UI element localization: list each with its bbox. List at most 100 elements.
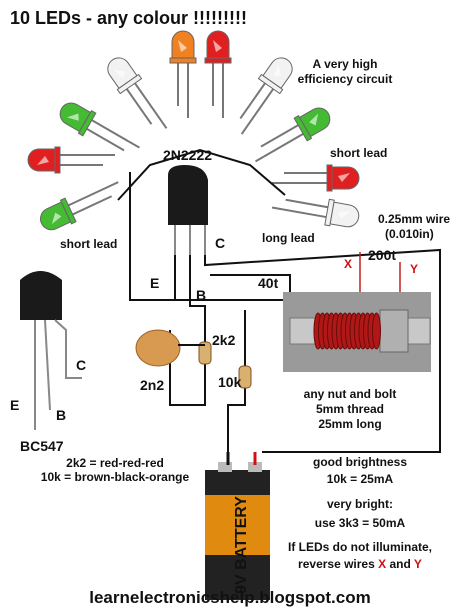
- pin-label: C: [215, 235, 225, 251]
- led-chip: [309, 113, 319, 126]
- led-chip: [51, 212, 62, 225]
- subtitle: efficiency circuit: [298, 72, 393, 86]
- led-flange: [169, 57, 197, 64]
- capacitor: [135, 329, 181, 367]
- battery-terminal: [218, 462, 232, 472]
- led-flange: [257, 73, 284, 95]
- transistor-label: BC547: [20, 438, 64, 454]
- led: [272, 164, 360, 192]
- component-label: 2n2: [140, 377, 164, 393]
- note: very bright:: [327, 497, 393, 511]
- battery-label: 9V BATTERY: [233, 496, 250, 594]
- wire-spec: (0.010in): [385, 227, 434, 241]
- led: [27, 146, 115, 174]
- bolt-note: any nut and bolt: [304, 387, 397, 401]
- wire-y: Y: [414, 557, 422, 571]
- transistor-body: [20, 271, 62, 320]
- led: [255, 107, 331, 163]
- battery-cap: [205, 470, 270, 495]
- lead-label: short lead: [330, 146, 387, 160]
- led-chip: [178, 40, 187, 52]
- led-lead: [255, 132, 304, 163]
- battery-band: [205, 555, 270, 600]
- note: reverse wires X and Y: [298, 557, 422, 571]
- led-lead: [72, 195, 113, 216]
- led-lead: [285, 198, 329, 209]
- pin-label: C: [76, 357, 86, 373]
- led-lead: [134, 82, 168, 129]
- pin-label: B: [56, 407, 66, 423]
- led: [271, 198, 360, 228]
- lead-label: short lead: [60, 237, 117, 251]
- wire-spec: 0.25mm wire: [378, 212, 450, 226]
- resistor: [238, 365, 252, 389]
- transistor-lead: [54, 319, 82, 379]
- led-chip: [338, 173, 350, 182]
- led-flange: [77, 110, 97, 137]
- led-lead: [67, 181, 119, 207]
- coil-turn: [372, 312, 381, 350]
- led-flange: [54, 146, 61, 174]
- note-text: reverse wires: [298, 557, 378, 571]
- pin-label: B: [196, 287, 206, 303]
- transistor-label: 2N2222: [163, 147, 212, 163]
- wire: [227, 310, 246, 452]
- bolt-note: 5mm thread: [316, 402, 384, 416]
- wire: [204, 248, 441, 453]
- led: [239, 57, 293, 135]
- led: [204, 30, 232, 118]
- turns: 40t: [258, 275, 279, 291]
- note-text: and: [386, 557, 414, 571]
- component-label: 10k: [218, 374, 242, 390]
- resistor: [198, 341, 212, 365]
- led-lead: [239, 82, 266, 120]
- led-lead: [86, 127, 125, 152]
- color-code: 10k = brown-black-orange: [41, 470, 190, 484]
- led-chip: [213, 40, 222, 52]
- wire: [117, 148, 286, 201]
- transistor-body: [168, 165, 208, 225]
- wire-y: Y: [410, 262, 418, 276]
- led-chip: [66, 113, 79, 121]
- wire: [129, 172, 288, 301]
- color-code: 2k2 = red-red-red: [66, 456, 164, 470]
- led-lead: [240, 88, 275, 135]
- led-chip: [338, 211, 351, 219]
- led-lead: [125, 88, 153, 125]
- led-flange: [293, 115, 313, 142]
- led: [107, 57, 168, 129]
- transistor-lead: [44, 319, 51, 411]
- led: [40, 181, 119, 231]
- led-lead: [271, 206, 327, 219]
- led-chip: [273, 64, 282, 77]
- subtitle: A very high: [313, 57, 378, 71]
- led-flange: [324, 198, 335, 227]
- led-flange: [204, 57, 232, 64]
- led-flange: [326, 164, 333, 192]
- nut: [379, 309, 409, 353]
- pin-label: E: [150, 275, 159, 291]
- led-chip: [37, 156, 49, 165]
- led-flange: [59, 197, 77, 225]
- led-chip: [113, 70, 126, 79]
- battery-terminal: [248, 462, 262, 472]
- lead-label: long lead: [262, 231, 315, 245]
- led-flange: [116, 73, 143, 95]
- component-label: 2k2: [212, 332, 236, 348]
- wire-x: X: [378, 557, 386, 571]
- wire-x: X: [344, 257, 352, 271]
- pin-label: E: [10, 397, 19, 413]
- led: [59, 102, 140, 152]
- footer: learnelectronicshelp.blogspot.com: [89, 588, 371, 607]
- led-lead: [260, 124, 299, 148]
- note: 10k = 25mA: [327, 472, 394, 486]
- note: use 3k3 = 50mA: [315, 516, 406, 530]
- bolt-note: 25mm long: [318, 417, 381, 431]
- title: 10 LEDs - any colour !!!!!!!!!: [10, 8, 247, 28]
- turns: 200t: [368, 247, 396, 263]
- note: If LEDs do not illuminate,: [288, 540, 432, 554]
- note: good brightness: [313, 455, 407, 469]
- drawing: 9V BATTERY: [20, 30, 441, 600]
- led-lead: [91, 119, 140, 149]
